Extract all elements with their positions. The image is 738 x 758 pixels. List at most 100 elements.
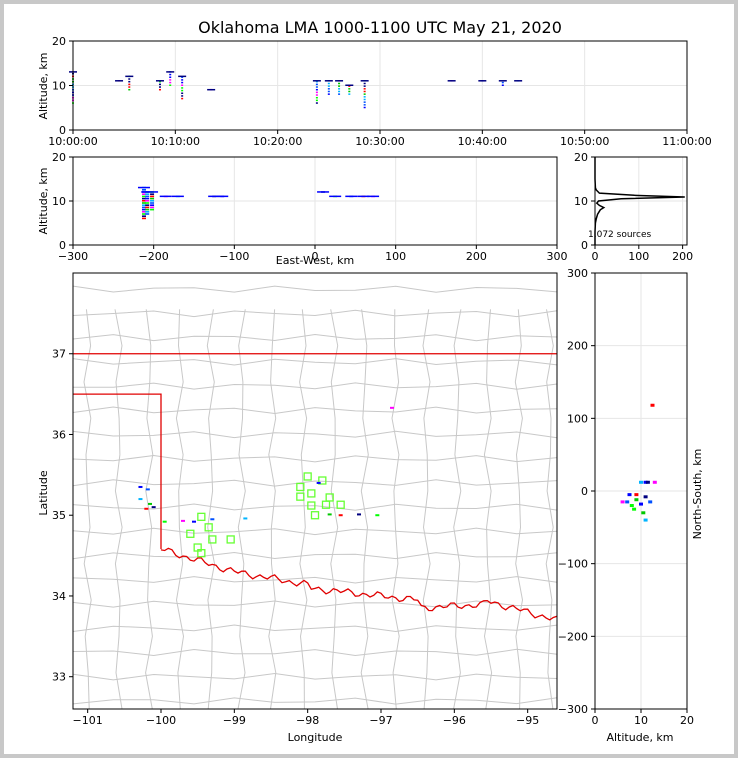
county-line	[72, 285, 558, 293]
figure-title: Oklahoma LMA 1000-1100 UTC May 21, 2020	[198, 18, 562, 37]
lma-source	[641, 511, 646, 515]
lma-source	[315, 80, 318, 83]
lma-source	[316, 481, 321, 484]
lma-source	[327, 513, 332, 516]
lma-source	[150, 202, 155, 204]
lma-source	[363, 106, 366, 109]
lma-source	[178, 75, 187, 78]
county-line	[114, 309, 123, 710]
lma-source	[645, 480, 650, 484]
county-line	[360, 309, 369, 710]
figure-frame: Oklahoma LMA 1000-1100 UTC May 21, 2020 …	[4, 4, 734, 754]
x-tick-label: 10	[634, 714, 648, 727]
y-tick-label: 0	[59, 124, 66, 137]
lma-source	[146, 191, 159, 193]
state-border	[73, 393, 162, 550]
lma-source	[632, 507, 637, 511]
lma-source	[181, 97, 184, 100]
lma-station-marker	[204, 523, 213, 532]
lma-source	[327, 90, 330, 93]
lma-source	[338, 82, 341, 85]
lma-source	[148, 502, 152, 505]
ns-ylabel: North-South, km	[691, 449, 704, 540]
lma-source	[158, 83, 161, 86]
lma-source	[324, 80, 333, 82]
lma-source	[216, 195, 229, 198]
lma-source	[363, 88, 366, 90]
lma-source	[125, 75, 134, 78]
lma-source	[150, 204, 155, 206]
county-line	[391, 309, 400, 710]
plan-xlabel: Longitude	[288, 731, 343, 744]
lma-station-marker	[296, 482, 305, 492]
county-lines	[72, 285, 558, 710]
county-line	[72, 430, 558, 439]
y-tick-label: 200	[567, 340, 588, 353]
lma-source	[169, 84, 172, 86]
x-tick-label: 100	[385, 250, 406, 263]
lma-source	[141, 217, 146, 220]
lma-station-marker	[303, 472, 312, 481]
lma-source	[128, 80, 131, 83]
lma-source	[338, 85, 341, 87]
x-tick-label: −200	[139, 250, 169, 263]
lma-source	[181, 84, 184, 86]
lma-source	[141, 189, 146, 191]
lma-source	[181, 87, 184, 89]
lma-source	[150, 200, 155, 202]
lma-source	[643, 495, 648, 499]
lma-station-marker	[186, 529, 195, 538]
lma-source	[169, 79, 172, 81]
lma-source	[169, 76, 172, 78]
red-river-border	[160, 547, 558, 621]
lma-source	[141, 202, 146, 204]
x-tick-label: −300	[58, 250, 88, 263]
lma-source	[145, 206, 150, 209]
histogram-annotation: 1,072 sources	[588, 230, 652, 240]
lma-source	[329, 195, 342, 198]
county-line	[483, 309, 493, 710]
lma-source	[141, 204, 146, 206]
y-tick-label: 37	[52, 348, 66, 361]
lma-source	[144, 507, 149, 510]
lma-source	[115, 80, 124, 82]
time-height-ylabel: Altitude, km	[37, 52, 50, 119]
x-tick-label: 10:50:00	[560, 135, 609, 148]
x-tick-label: 300	[547, 250, 568, 263]
lma-source	[363, 85, 366, 87]
county-line	[72, 697, 558, 705]
plan-ylabel: Latitude	[37, 470, 50, 516]
county-line	[422, 309, 431, 710]
lma-source	[181, 92, 184, 95]
x-tick-label: −100	[219, 250, 249, 263]
lma-source	[335, 80, 344, 82]
x-tick-label: 10:10:00	[151, 135, 200, 148]
lma-source	[447, 80, 456, 82]
lma-station-marker	[307, 501, 316, 510]
lma-source	[357, 513, 361, 516]
north-south-panel: 0 10 20 −300 −200 −100 0 100 200 300	[558, 267, 694, 727]
county-line	[72, 551, 558, 560]
lma-source	[181, 79, 184, 81]
county-line	[72, 382, 558, 390]
y-tick-label: 100	[567, 412, 588, 425]
y-tick-label: 10	[574, 195, 588, 208]
x-tick-label: 10:40:00	[458, 135, 507, 148]
lma-source	[634, 498, 639, 502]
lma-source	[629, 504, 634, 508]
y-tick-label: 10	[52, 80, 66, 93]
lma-source	[478, 80, 487, 82]
y-tick-label: 0	[581, 239, 588, 252]
lma-source	[192, 520, 196, 523]
lma-source	[155, 80, 164, 82]
lma-station-marker	[321, 500, 331, 509]
lma-source	[141, 195, 146, 198]
lma-source	[363, 98, 366, 101]
lma-source	[150, 197, 155, 200]
lma-source	[150, 208, 155, 211]
lma-source	[181, 519, 185, 522]
x-tick-label: −101	[73, 714, 103, 727]
x-tick-label: 100	[628, 250, 649, 263]
lma-source	[243, 517, 248, 520]
lma-source	[639, 480, 643, 484]
